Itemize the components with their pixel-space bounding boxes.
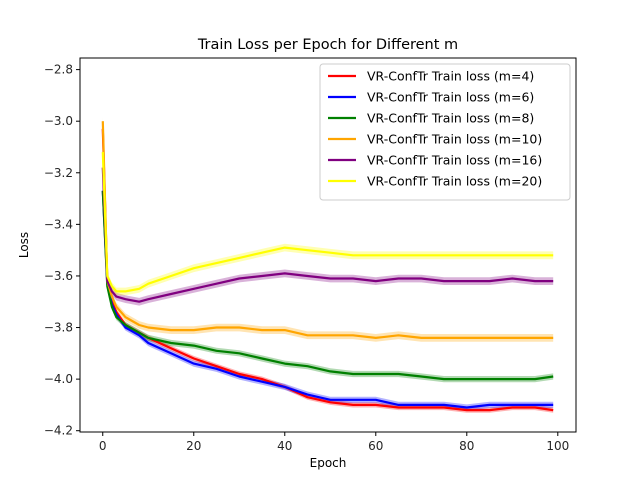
series-line-2 (101, 190, 554, 409)
series-line-4 (101, 121, 554, 339)
x-axis-title: Epoch (310, 456, 347, 470)
legend-label: VR-ConfTr Train loss (m=16) (367, 153, 542, 168)
y-tick-label: −4.0 (44, 372, 73, 386)
y-tick-label: −3.2 (44, 166, 73, 180)
series-line-3 (101, 190, 554, 381)
x-tick-label: 40 (277, 439, 292, 453)
y-axis-title: Loss (17, 232, 31, 258)
y-axis-ticks: −4.2 −4.0 −3.8 −3.6 −3.4 −3.2 −3.0 −2.8 (44, 63, 80, 438)
legend-label: VR-ConfTr Train loss (m=8) (367, 111, 534, 126)
legend-label: VR-ConfTr Train loss (m=6) (367, 90, 534, 105)
legend: VR-ConfTr Train loss (m=4) VR-ConfTr Trai… (319, 63, 571, 201)
y-tick-label: −2.8 (44, 63, 73, 77)
series-line-5 (101, 167, 554, 303)
series-lines (101, 121, 554, 412)
x-axis-ticks: 0 20 40 60 80 100 (99, 432, 569, 453)
x-tick-label: 60 (368, 439, 383, 453)
y-tick-label: −3.6 (44, 269, 73, 283)
y-tick-label: −3.8 (44, 321, 73, 335)
series-band-6 (102, 148, 554, 296)
plot-frame (79, 57, 577, 433)
x-tick-label: 0 (99, 439, 107, 453)
x-tick-label: 80 (459, 439, 474, 453)
y-tick-label: −3.4 (44, 217, 73, 231)
chart-title: Train Loss per Epoch for Different m (197, 37, 458, 53)
legend-label: VR-ConfTr Train loss (m=10) (367, 132, 542, 147)
x-tick-label: 100 (546, 439, 569, 453)
legend-label: VR-ConfTr Train loss (m=20) (367, 174, 542, 189)
legend-label: VR-ConfTr Train loss (m=4) (367, 69, 534, 84)
y-tick-label: −4.2 (44, 424, 73, 438)
series-line-6 (101, 152, 554, 293)
legend-box (319, 63, 571, 201)
y-tick-label: −3.0 (44, 114, 73, 128)
x-tick-label: 20 (186, 439, 201, 453)
